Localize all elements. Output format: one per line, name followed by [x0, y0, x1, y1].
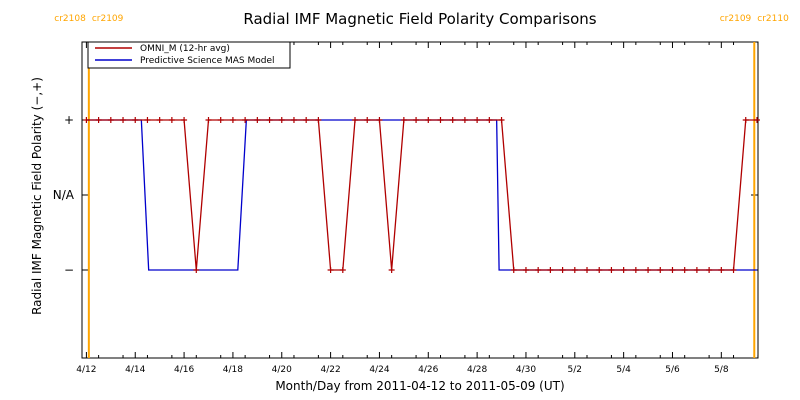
y-tick-label: − — [64, 263, 74, 277]
y-tick-label: + — [64, 113, 74, 127]
series-group — [83, 117, 760, 273]
y-tick-label: N/A — [53, 188, 75, 202]
data-point-marker — [217, 117, 224, 123]
series-line-mas — [86, 119, 757, 271]
x-axis-ticks: 4/12 4/14 4/16 4/18 4/20 4/22 4/24 4/26 4/28 4/30… — [76, 42, 759, 375]
x-tick-label: 4/18 — [223, 365, 243, 375]
data-point-marker — [107, 117, 114, 123]
x-tick-label: 4/12 — [76, 365, 96, 375]
data-point-marker — [474, 117, 481, 123]
data-point-marker — [327, 267, 334, 273]
carrington-label-after: cr2110 — [757, 14, 789, 24]
x-tick-label: 5/2 — [568, 365, 582, 375]
data-point-marker — [205, 117, 212, 123]
data-point-marker — [584, 267, 591, 273]
x-tick-label: 5/6 — [665, 365, 680, 375]
data-point-marker — [437, 117, 444, 123]
y-axis-label: Radial IMF Magnetic Field Polarity (−,+) — [30, 77, 44, 315]
y-axis-ticks: + N/A − — [53, 113, 758, 277]
data-point-marker — [730, 267, 737, 273]
data-point-marker — [254, 117, 261, 123]
data-point-marker — [290, 117, 297, 123]
data-point-marker — [547, 267, 554, 273]
plot-frame — [81, 41, 759, 359]
data-point-marker — [303, 117, 310, 123]
data-point-marker — [754, 117, 760, 123]
data-point-marker — [400, 117, 407, 123]
data-point-marker — [168, 117, 175, 123]
data-point-marker — [498, 117, 505, 123]
carrington-label-before: cr2109 — [720, 14, 752, 24]
data-point-marker — [364, 117, 371, 123]
legend: OMNI_M (12-hr avg) Predictive Science MA… — [87, 41, 291, 69]
carrington-label-after: cr2109 — [92, 14, 124, 24]
x-tick-label: 5/4 — [616, 365, 631, 375]
data-point-marker — [315, 117, 322, 123]
legend-label-mas: Predictive Science MAS Model — [140, 56, 275, 66]
series-line-omni — [86, 119, 757, 271]
data-point-marker — [95, 117, 102, 123]
x-tick-label: 4/30 — [516, 365, 536, 375]
data-point-marker — [181, 117, 188, 123]
data-point-marker — [608, 267, 615, 273]
data-point-marker — [486, 117, 493, 123]
data-point-marker — [83, 117, 90, 123]
x-tick-label: 5/8 — [714, 365, 729, 375]
data-point-marker — [681, 267, 688, 273]
data-point-marker — [535, 267, 542, 273]
data-point-marker — [632, 267, 639, 273]
x-tick-label: 4/22 — [320, 365, 340, 375]
chart-title: Radial IMF Magnetic Field Polarity Compa… — [243, 10, 596, 28]
data-point-marker — [510, 267, 517, 273]
data-point-marker — [413, 117, 420, 123]
carrington-rotation-markers: cr2108 cr2109 cr2109 cr2110 — [54, 14, 789, 358]
x-axis-label: Month/Day from 2011-04-12 to 2011-05-09 … — [275, 379, 564, 393]
data-point-marker — [559, 267, 566, 273]
x-tick-label: 4/16 — [174, 365, 194, 375]
data-point-marker — [144, 117, 151, 123]
data-point-marker — [669, 267, 676, 273]
data-point-marker — [229, 117, 236, 123]
data-point-marker — [571, 267, 578, 273]
x-tick-label: 4/28 — [467, 365, 487, 375]
data-point-marker — [718, 267, 725, 273]
legend-label-omni: OMNI_M (12-hr avg) — [140, 44, 230, 54]
data-point-marker — [120, 117, 127, 123]
data-point-marker — [461, 117, 468, 123]
x-tick-label: 4/14 — [125, 365, 145, 375]
x-tick-label: 4/26 — [418, 365, 438, 375]
data-point-marker — [657, 267, 664, 273]
legend-box — [87, 41, 291, 69]
x-tick-label: 4/24 — [369, 365, 389, 375]
data-point-marker — [266, 117, 273, 123]
data-point-marker — [339, 267, 346, 273]
data-point-marker — [193, 267, 200, 273]
data-point-marker — [376, 117, 383, 123]
data-point-marker — [596, 267, 603, 273]
data-point-marker — [278, 117, 285, 123]
data-point-marker — [388, 267, 395, 273]
data-point-marker — [742, 117, 749, 123]
data-point-marker — [352, 117, 359, 123]
carrington-label-before: cr2108 — [54, 14, 86, 24]
data-point-marker — [425, 117, 432, 123]
data-point-marker — [156, 117, 163, 123]
data-point-marker — [645, 267, 652, 273]
data-point-marker — [449, 117, 456, 123]
x-tick-label: 4/20 — [272, 365, 292, 375]
data-point-marker — [620, 267, 627, 273]
data-point-marker — [132, 117, 139, 123]
data-point-marker — [693, 267, 700, 273]
data-point-marker — [522, 267, 529, 273]
data-point-marker — [706, 267, 713, 273]
data-point-marker — [242, 117, 249, 123]
